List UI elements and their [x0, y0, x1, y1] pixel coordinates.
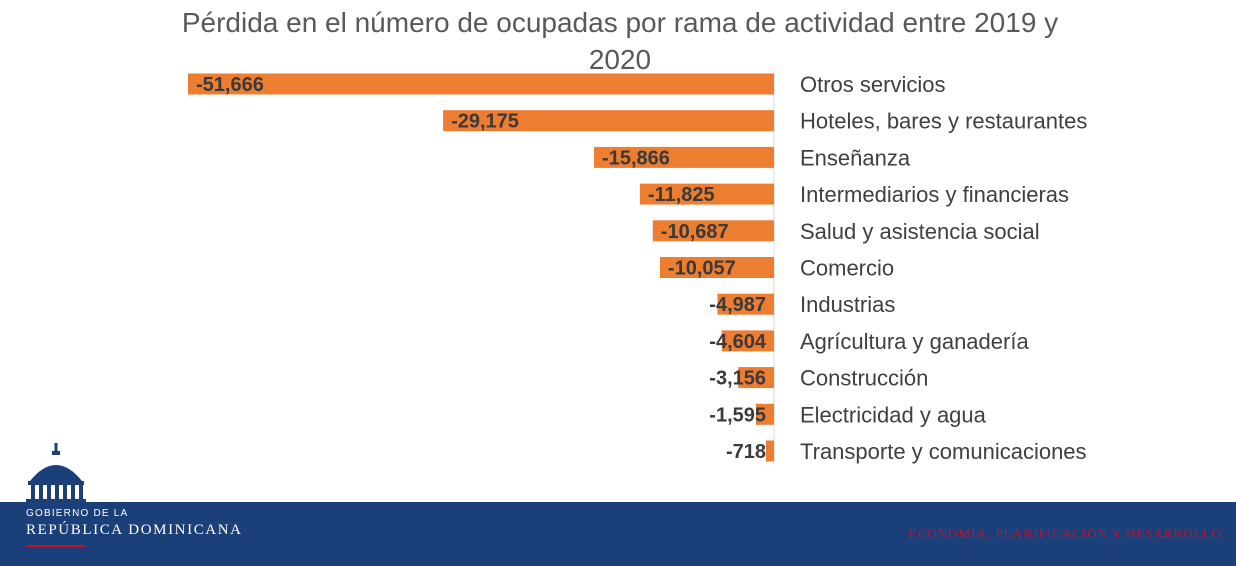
category-label: Transporte y comunicaciones — [800, 439, 1087, 464]
country-label: REPÚBLICA DOMINICANA — [26, 522, 243, 538]
data-label: -10,057 — [668, 258, 736, 280]
chart-title: Pérdida en el número de ocupadas por ram… — [181, 7, 1059, 75]
data-label: -718 — [726, 441, 766, 463]
government-label: GOBIERNO DE LA — [26, 508, 129, 519]
bar — [443, 110, 774, 132]
category-label: Construcción — [800, 366, 928, 391]
data-label: -3,156 — [709, 368, 766, 390]
bar — [721, 330, 774, 352]
category-label: Salud y asistencia social — [800, 219, 1040, 244]
bar — [188, 73, 774, 95]
bar — [717, 293, 774, 315]
category-label: Electricidad y agua — [800, 402, 987, 427]
bar — [755, 403, 774, 425]
data-label: -29,175 — [451, 111, 519, 133]
accent-underline — [26, 545, 86, 547]
bar — [639, 183, 774, 205]
category-label: Intermediarios y financieras — [800, 182, 1069, 207]
bar — [594, 146, 774, 168]
bar — [765, 440, 774, 462]
category-label: Comercio — [800, 256, 894, 281]
government-dome-icon — [26, 443, 86, 503]
data-label: -11,825 — [648, 184, 715, 206]
bar — [652, 220, 774, 242]
data-label: -51,666 — [196, 74, 264, 96]
category-label: Industrias — [800, 292, 895, 317]
category-label: Hoteles, bares y restaurantes — [800, 109, 1087, 134]
ministry-label: ECONOMÍA, PLANIFICACIÓN Y DESARROLLO — [908, 526, 1222, 541]
category-label: Agrícultura y ganadería — [800, 329, 1029, 354]
bar-chart: -51,666 Otros servicios -29,175 Hoteles, ba… — [188, 70, 1087, 465]
bar — [738, 367, 774, 389]
bar — [659, 257, 774, 278]
footer-bar: GOBIERNO DE LA REPÚBLICA DOMINICANA ECON… — [0, 502, 1236, 566]
data-label: -15,866 — [602, 147, 670, 169]
data-label: -10,687 — [661, 221, 729, 243]
data-label: -4,987 — [709, 294, 766, 316]
category-label: Enseñanza — [800, 145, 911, 170]
category-label: Otros servicios — [800, 72, 945, 97]
data-label: -1,595 — [709, 404, 766, 426]
data-label: -4,604 — [709, 331, 767, 353]
